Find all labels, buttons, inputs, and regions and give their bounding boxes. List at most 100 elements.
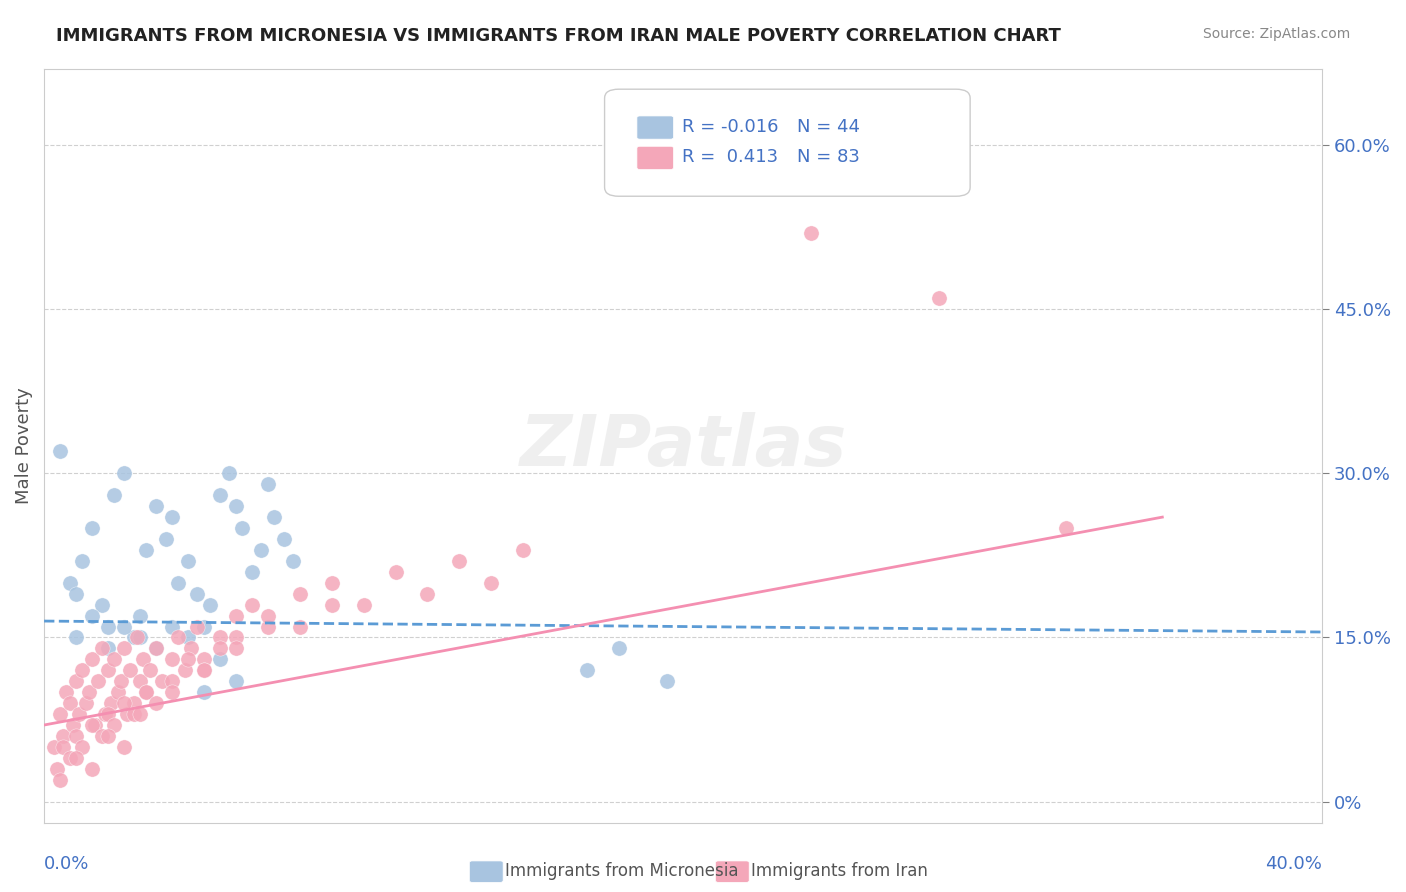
Point	[177, 652, 200, 666]
Point	[52, 729, 75, 743]
Point	[80, 608, 103, 623]
Text: 0.0%: 0.0%	[44, 855, 90, 872]
Text: R =  0.413: R = 0.413	[682, 148, 778, 166]
Point	[115, 707, 138, 722]
Point	[256, 619, 278, 633]
Point	[103, 488, 125, 502]
Point	[155, 532, 177, 546]
Point	[218, 467, 240, 481]
Point	[135, 685, 157, 699]
Text: Immigrants from Micronesia: Immigrants from Micronesia	[505, 862, 738, 880]
Point	[65, 587, 87, 601]
Point	[72, 739, 94, 754]
Point	[122, 696, 145, 710]
Point	[122, 707, 145, 722]
Point	[225, 631, 247, 645]
Point	[655, 674, 678, 689]
Point	[112, 696, 135, 710]
Point	[107, 685, 129, 699]
Point	[145, 641, 167, 656]
Point	[129, 674, 152, 689]
Point	[150, 674, 173, 689]
Point	[283, 554, 305, 568]
Point	[87, 674, 110, 689]
Point	[49, 772, 72, 787]
Point	[110, 674, 132, 689]
Point	[55, 685, 77, 699]
Text: N = 83: N = 83	[797, 148, 860, 166]
Point	[65, 751, 87, 765]
Point	[160, 674, 183, 689]
Point	[103, 652, 125, 666]
Point	[225, 641, 247, 656]
Point	[77, 685, 100, 699]
Point	[193, 652, 215, 666]
Point	[173, 663, 195, 677]
Point	[160, 510, 183, 524]
Point	[80, 521, 103, 535]
Point	[145, 696, 167, 710]
Point	[321, 575, 343, 590]
Point	[90, 641, 112, 656]
Point	[231, 521, 253, 535]
Point	[160, 619, 183, 633]
Text: N = 44: N = 44	[797, 118, 860, 136]
Point	[167, 575, 190, 590]
Point	[94, 707, 117, 722]
Point	[112, 739, 135, 754]
Point	[384, 565, 406, 579]
Point	[103, 718, 125, 732]
Point	[928, 291, 950, 305]
Point	[607, 641, 630, 656]
Point	[129, 707, 152, 722]
Point	[160, 652, 183, 666]
Point	[52, 739, 75, 754]
Point	[49, 444, 72, 458]
Point	[240, 565, 263, 579]
Point	[97, 619, 120, 633]
Point	[193, 663, 215, 677]
Text: Immigrants from Iran: Immigrants from Iran	[751, 862, 928, 880]
Point	[97, 729, 120, 743]
Point	[100, 696, 122, 710]
Point	[180, 641, 202, 656]
Point	[145, 499, 167, 513]
Point	[65, 674, 87, 689]
Point	[321, 598, 343, 612]
Point	[129, 608, 152, 623]
Point	[225, 674, 247, 689]
Point	[80, 652, 103, 666]
Point	[416, 587, 439, 601]
Point	[479, 575, 502, 590]
Point	[125, 631, 148, 645]
Point	[97, 663, 120, 677]
Point	[177, 631, 200, 645]
Point	[80, 718, 103, 732]
Text: IMMIGRANTS FROM MICRONESIA VS IMMIGRANTS FROM IRAN MALE POVERTY CORRELATION CHAR: IMMIGRANTS FROM MICRONESIA VS IMMIGRANTS…	[56, 27, 1062, 45]
Point	[250, 543, 273, 558]
Point	[208, 652, 231, 666]
Point	[138, 663, 160, 677]
Point	[112, 467, 135, 481]
Point	[200, 598, 222, 612]
Point	[49, 707, 72, 722]
Point	[67, 707, 90, 722]
Point	[135, 685, 157, 699]
Point	[112, 619, 135, 633]
Point	[90, 598, 112, 612]
Point	[1056, 521, 1078, 535]
Point	[208, 488, 231, 502]
Point	[65, 729, 87, 743]
Point	[576, 663, 599, 677]
Point	[62, 718, 84, 732]
Point	[288, 619, 311, 633]
Y-axis label: Male Poverty: Male Poverty	[15, 388, 32, 504]
Point	[59, 696, 82, 710]
Point	[112, 641, 135, 656]
Point	[177, 554, 200, 568]
Point	[186, 619, 208, 633]
Point	[240, 598, 263, 612]
Point	[80, 762, 103, 776]
Point	[59, 751, 82, 765]
Point	[59, 575, 82, 590]
